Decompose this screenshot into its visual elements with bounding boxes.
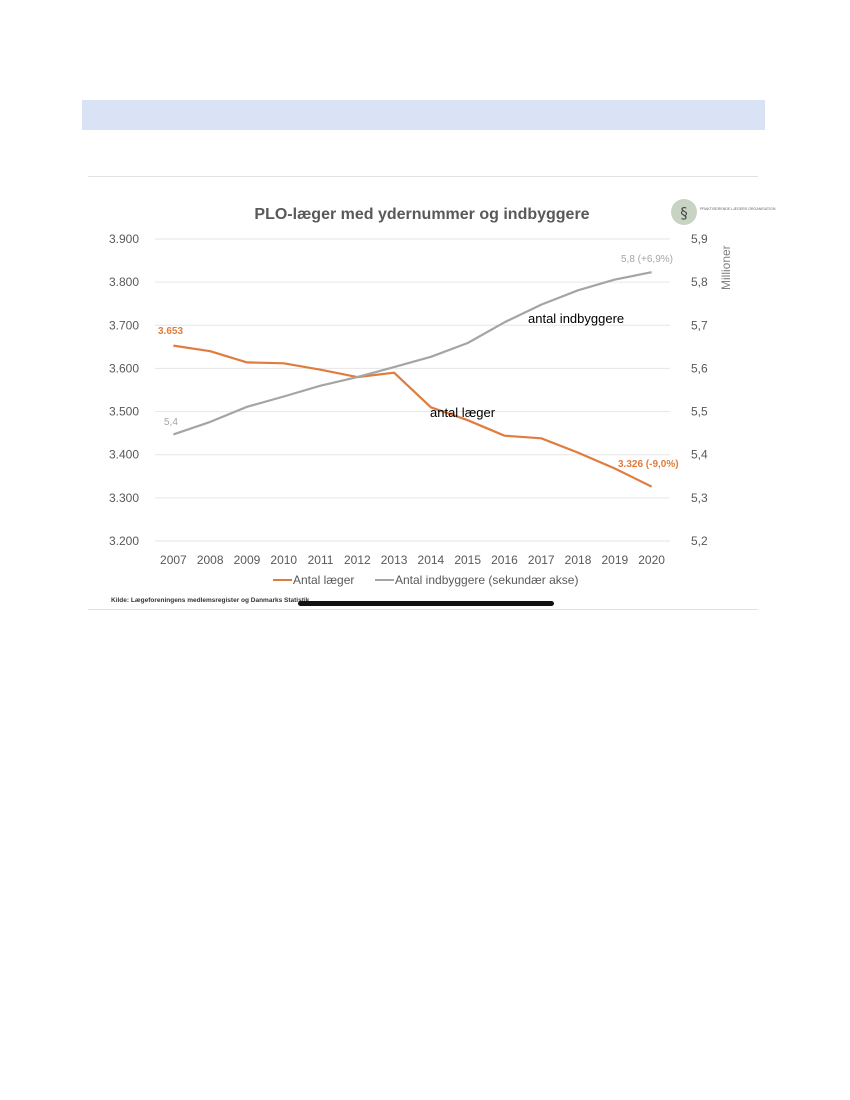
annotation-lager-start: 3.653: [158, 326, 183, 337]
left-tick-label: 3.300: [109, 491, 139, 505]
right-tick-label: 5,9: [691, 232, 708, 246]
x-axis: 2007 2008 2009 2010 2011 2012 2013 2014 2015 2016…: [160, 553, 665, 567]
source-note: Kilde: Lægeforeningens medlemsregister o…: [111, 597, 310, 604]
legend: Antal læger Antal indbyggere (sekundær a…: [273, 573, 578, 587]
right-tick-label: 5,6: [691, 361, 708, 375]
x-tick-label: 2008: [197, 553, 224, 567]
left-tick-label: 3.500: [109, 405, 139, 419]
right-tick-label: 5,2: [691, 534, 708, 548]
logo: § PRAKTISERENDE LÆGERS ORGANISATION: [671, 199, 776, 225]
left-tick-label: 3.700: [109, 318, 139, 332]
annotation-indbyggere-start: 5,4: [164, 417, 178, 428]
logo-symbol: §: [680, 204, 688, 222]
x-tick-label: 2019: [601, 553, 628, 567]
right-axis-label: Millioner: [719, 245, 733, 290]
left-tick-label: 3.800: [109, 275, 139, 289]
annotation-indbyggere-end: 5,8 (+6,9%): [621, 254, 673, 265]
annotation-lager-end: 3.326 (-9,0%): [618, 459, 679, 470]
series-line-laeger: [173, 346, 651, 487]
x-tick-label: 2015: [454, 553, 481, 567]
home-indicator: [298, 601, 554, 606]
left-tick-label: 3.400: [109, 448, 139, 462]
x-tick-label: 2017: [528, 553, 555, 567]
x-tick-label: 2020: [638, 553, 665, 567]
overlay-label-laeger: antal læger: [430, 405, 496, 420]
left-axis: 3.200 3.300 3.400 3.500 3.600 3.700 3.800 3.900: [109, 232, 139, 548]
x-tick-label: 2014: [418, 553, 445, 567]
x-tick-label: 2011: [308, 553, 334, 567]
logo-text: PRAKTISERENDE LÆGERS ORGANISATION: [700, 207, 776, 211]
left-tick-label: 3.900: [109, 232, 139, 246]
x-tick-label: 2012: [344, 553, 371, 567]
right-tick-label: 5,7: [691, 318, 708, 332]
right-tick-label: 5,4: [691, 448, 708, 462]
series-line-indbyggere: [173, 272, 651, 434]
legend-label-laeger: Antal læger: [293, 573, 354, 587]
x-tick-label: 2016: [491, 553, 518, 567]
x-tick-label: 2010: [270, 553, 297, 567]
right-axis: 5,2 5,3 5,4 5,5 5,6 5,7 5,8 5,9: [691, 232, 708, 548]
legend-label-indbyggere: Antal indbyggere (sekundær akse): [395, 573, 578, 587]
line-chart: PLO-læger med ydernummer og indbyggere §…: [0, 0, 850, 1100]
left-tick-label: 3.200: [109, 534, 139, 548]
right-tick-label: 5,5: [691, 405, 708, 419]
right-tick-label: 5,8: [691, 275, 708, 289]
left-tick-label: 3.600: [109, 361, 139, 375]
x-tick-label: 2007: [160, 553, 187, 567]
x-tick-label: 2013: [381, 553, 408, 567]
overlay-label-indbyggere: antal indbyggere: [528, 311, 624, 326]
chart-title: PLO-læger med ydernummer og indbyggere: [254, 206, 589, 223]
x-tick-label: 2018: [565, 553, 592, 567]
right-tick-label: 5,3: [691, 491, 708, 505]
x-tick-label: 2009: [234, 553, 261, 567]
